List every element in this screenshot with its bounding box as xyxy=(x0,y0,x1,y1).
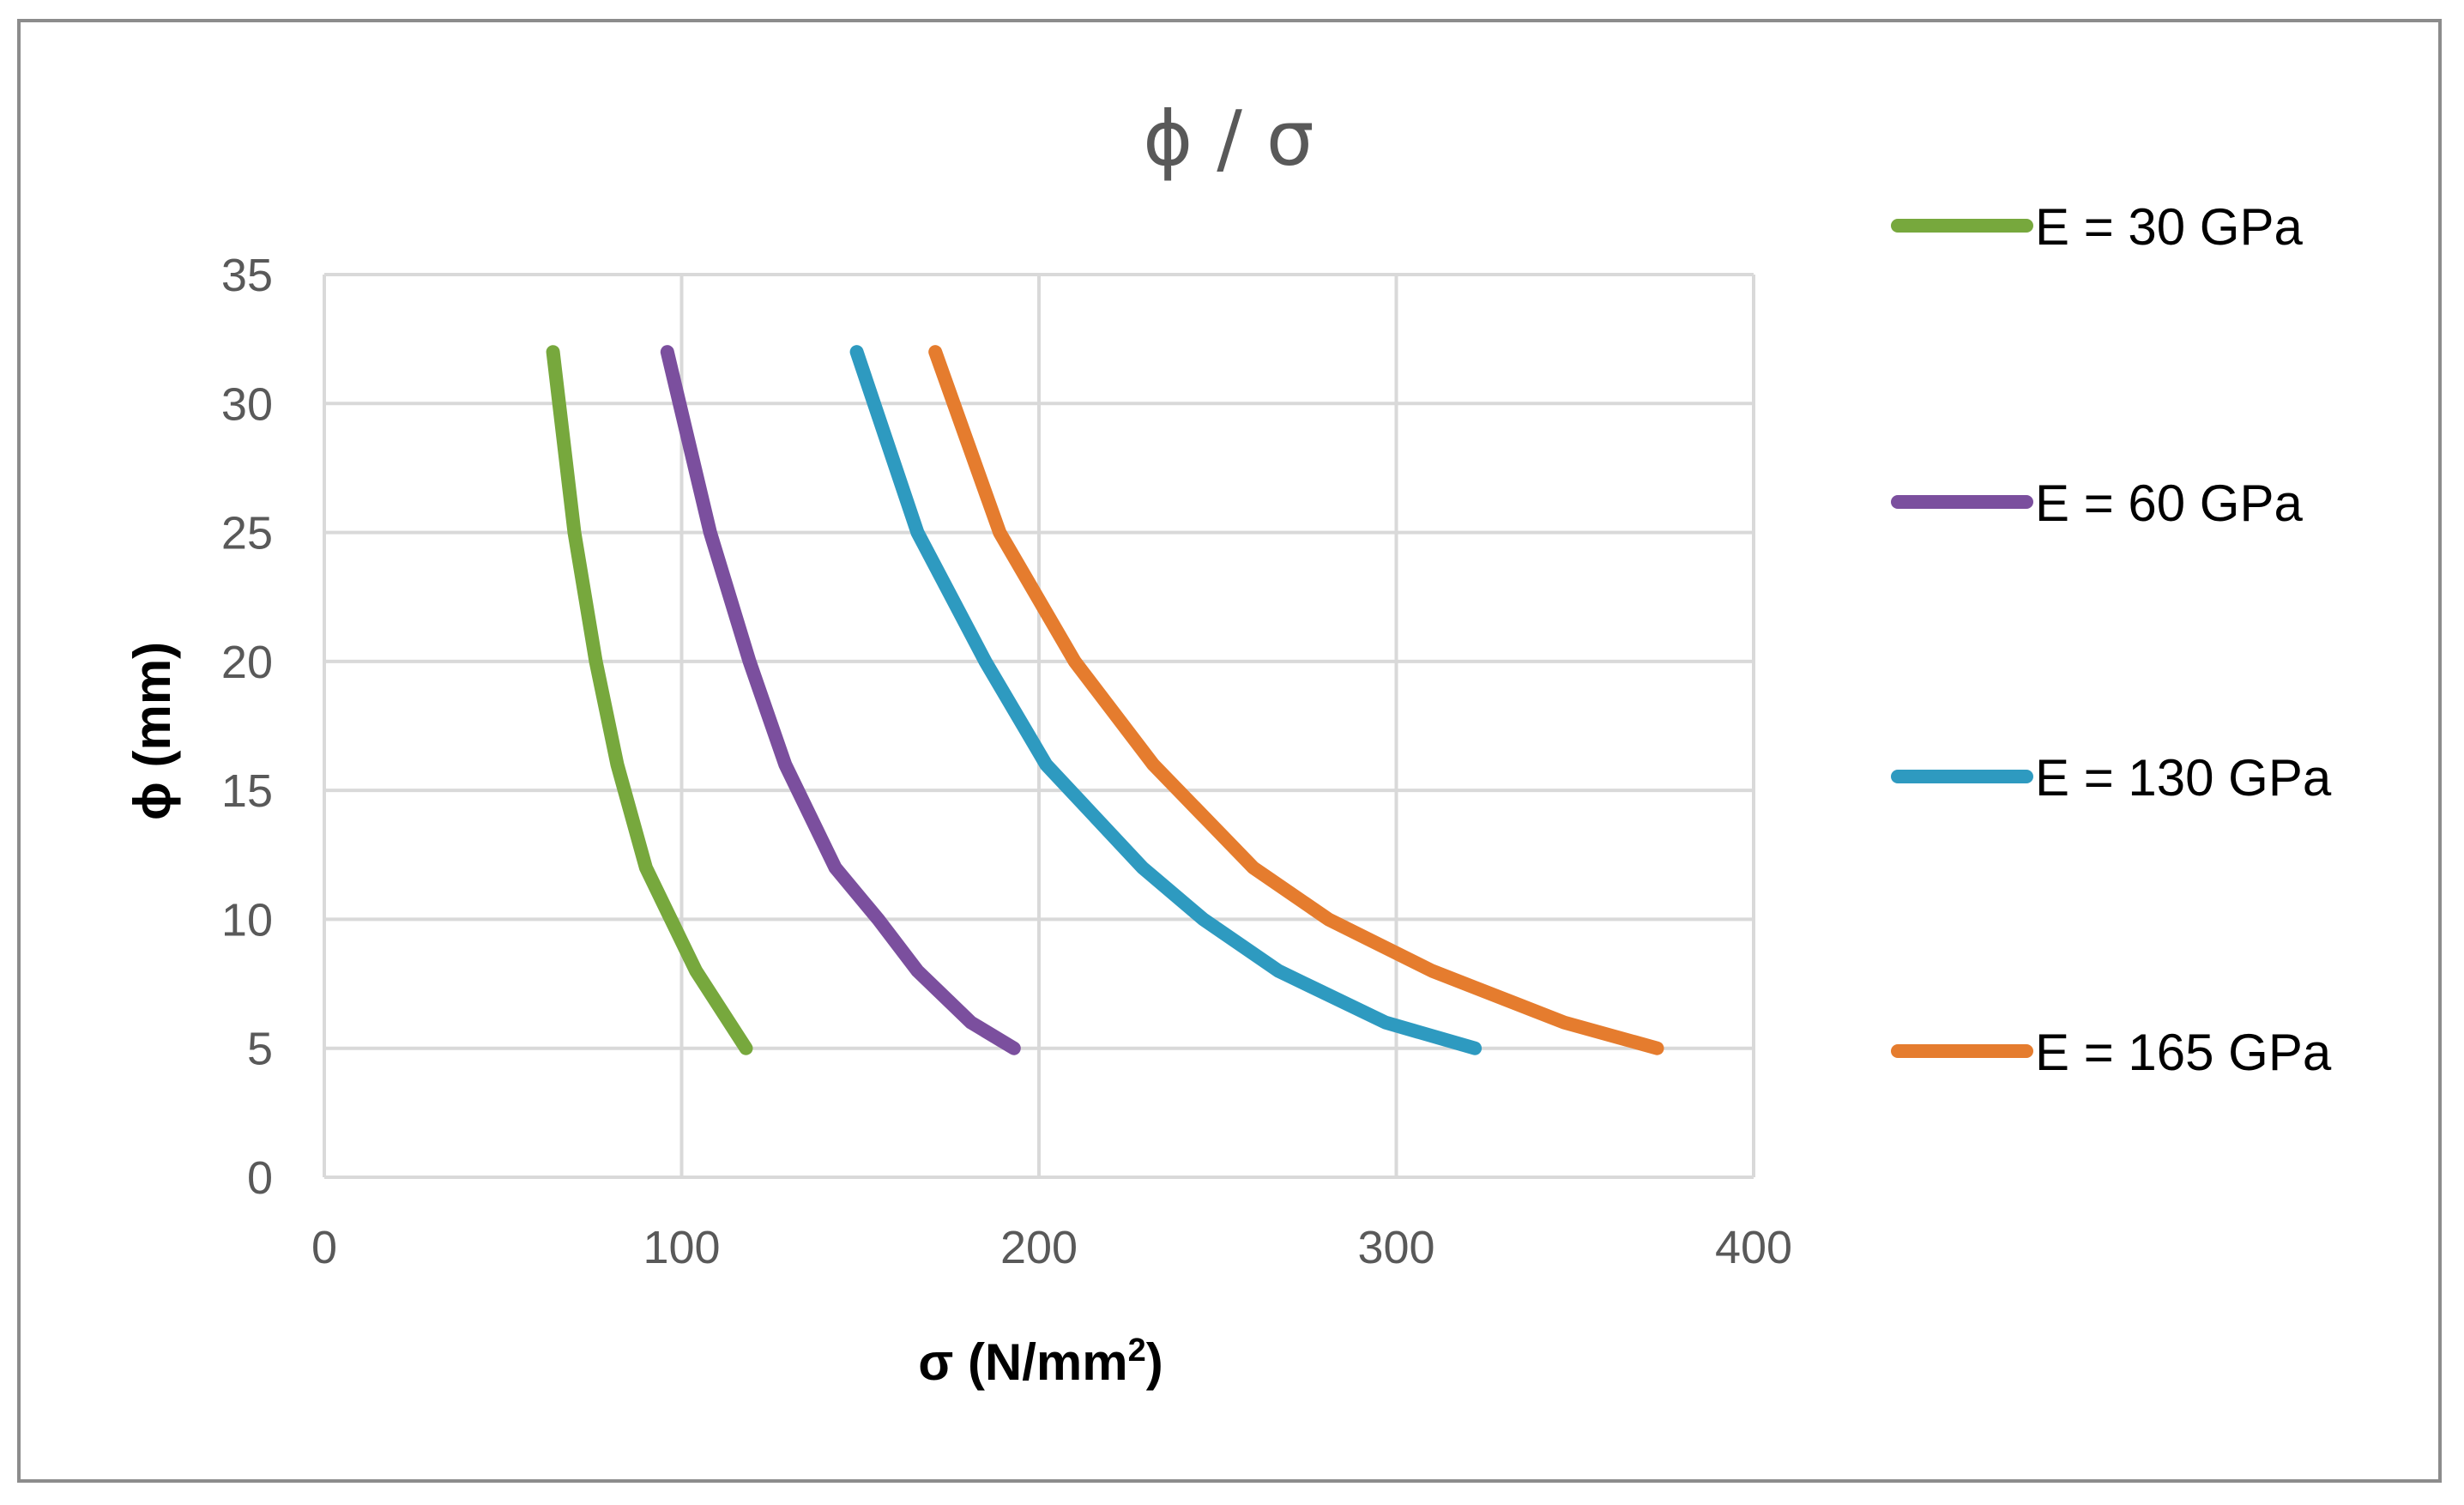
y-tick-label: 25 xyxy=(221,508,273,559)
legend: E = 30 GPa E = 60 GPa E = 130 GPa E = 165 G… xyxy=(1891,198,2332,1081)
series-line-2 xyxy=(660,345,1021,1055)
series-line-1 xyxy=(546,345,753,1055)
y-tick-label: 35 xyxy=(221,250,273,301)
x-tick-label: 100 xyxy=(643,1222,720,1273)
legend-label-1: E = 30 GPa xyxy=(2035,198,2303,256)
x-tick-label: 300 xyxy=(1357,1222,1434,1273)
grid-lines xyxy=(323,273,1755,1179)
x-axis-title-main: σ (N/mm xyxy=(918,1333,1127,1391)
series-line-3 xyxy=(849,345,1483,1055)
x-axis-title-close: ) xyxy=(1146,1333,1163,1391)
x-tick-label: 0 xyxy=(311,1222,337,1273)
series-line-4 xyxy=(928,345,1664,1055)
chart-title: ϕ / σ xyxy=(1143,94,1314,183)
y-tick-label: 5 xyxy=(247,1024,273,1075)
x-tick-label: 200 xyxy=(1000,1222,1078,1273)
y-tick-label: 20 xyxy=(221,637,273,688)
y-tick-label: 10 xyxy=(221,894,273,946)
y-tick-label: 0 xyxy=(247,1152,273,1204)
legend-label-2: E = 60 GPa xyxy=(2035,474,2303,532)
series-lines xyxy=(546,345,1664,1055)
y-tick-label: 15 xyxy=(221,765,273,817)
legend-label-3: E = 130 GPa xyxy=(2035,749,2332,807)
tick-labels: 0 5 10 15 20 25 30 35 0 100 200 300 400 xyxy=(221,250,1792,1273)
legend-label-4: E = 165 GPa xyxy=(2035,1024,2332,1081)
y-axis-title: ϕ (mm) xyxy=(124,642,181,820)
chart-frame xyxy=(17,19,2442,1483)
x-axis-title: σ (N/mm2) xyxy=(918,1333,1163,1391)
x-axis-title-superscript: 2 xyxy=(1128,1333,1146,1369)
x-tick-label: 400 xyxy=(1715,1222,1792,1273)
y-tick-label: 30 xyxy=(221,378,273,430)
